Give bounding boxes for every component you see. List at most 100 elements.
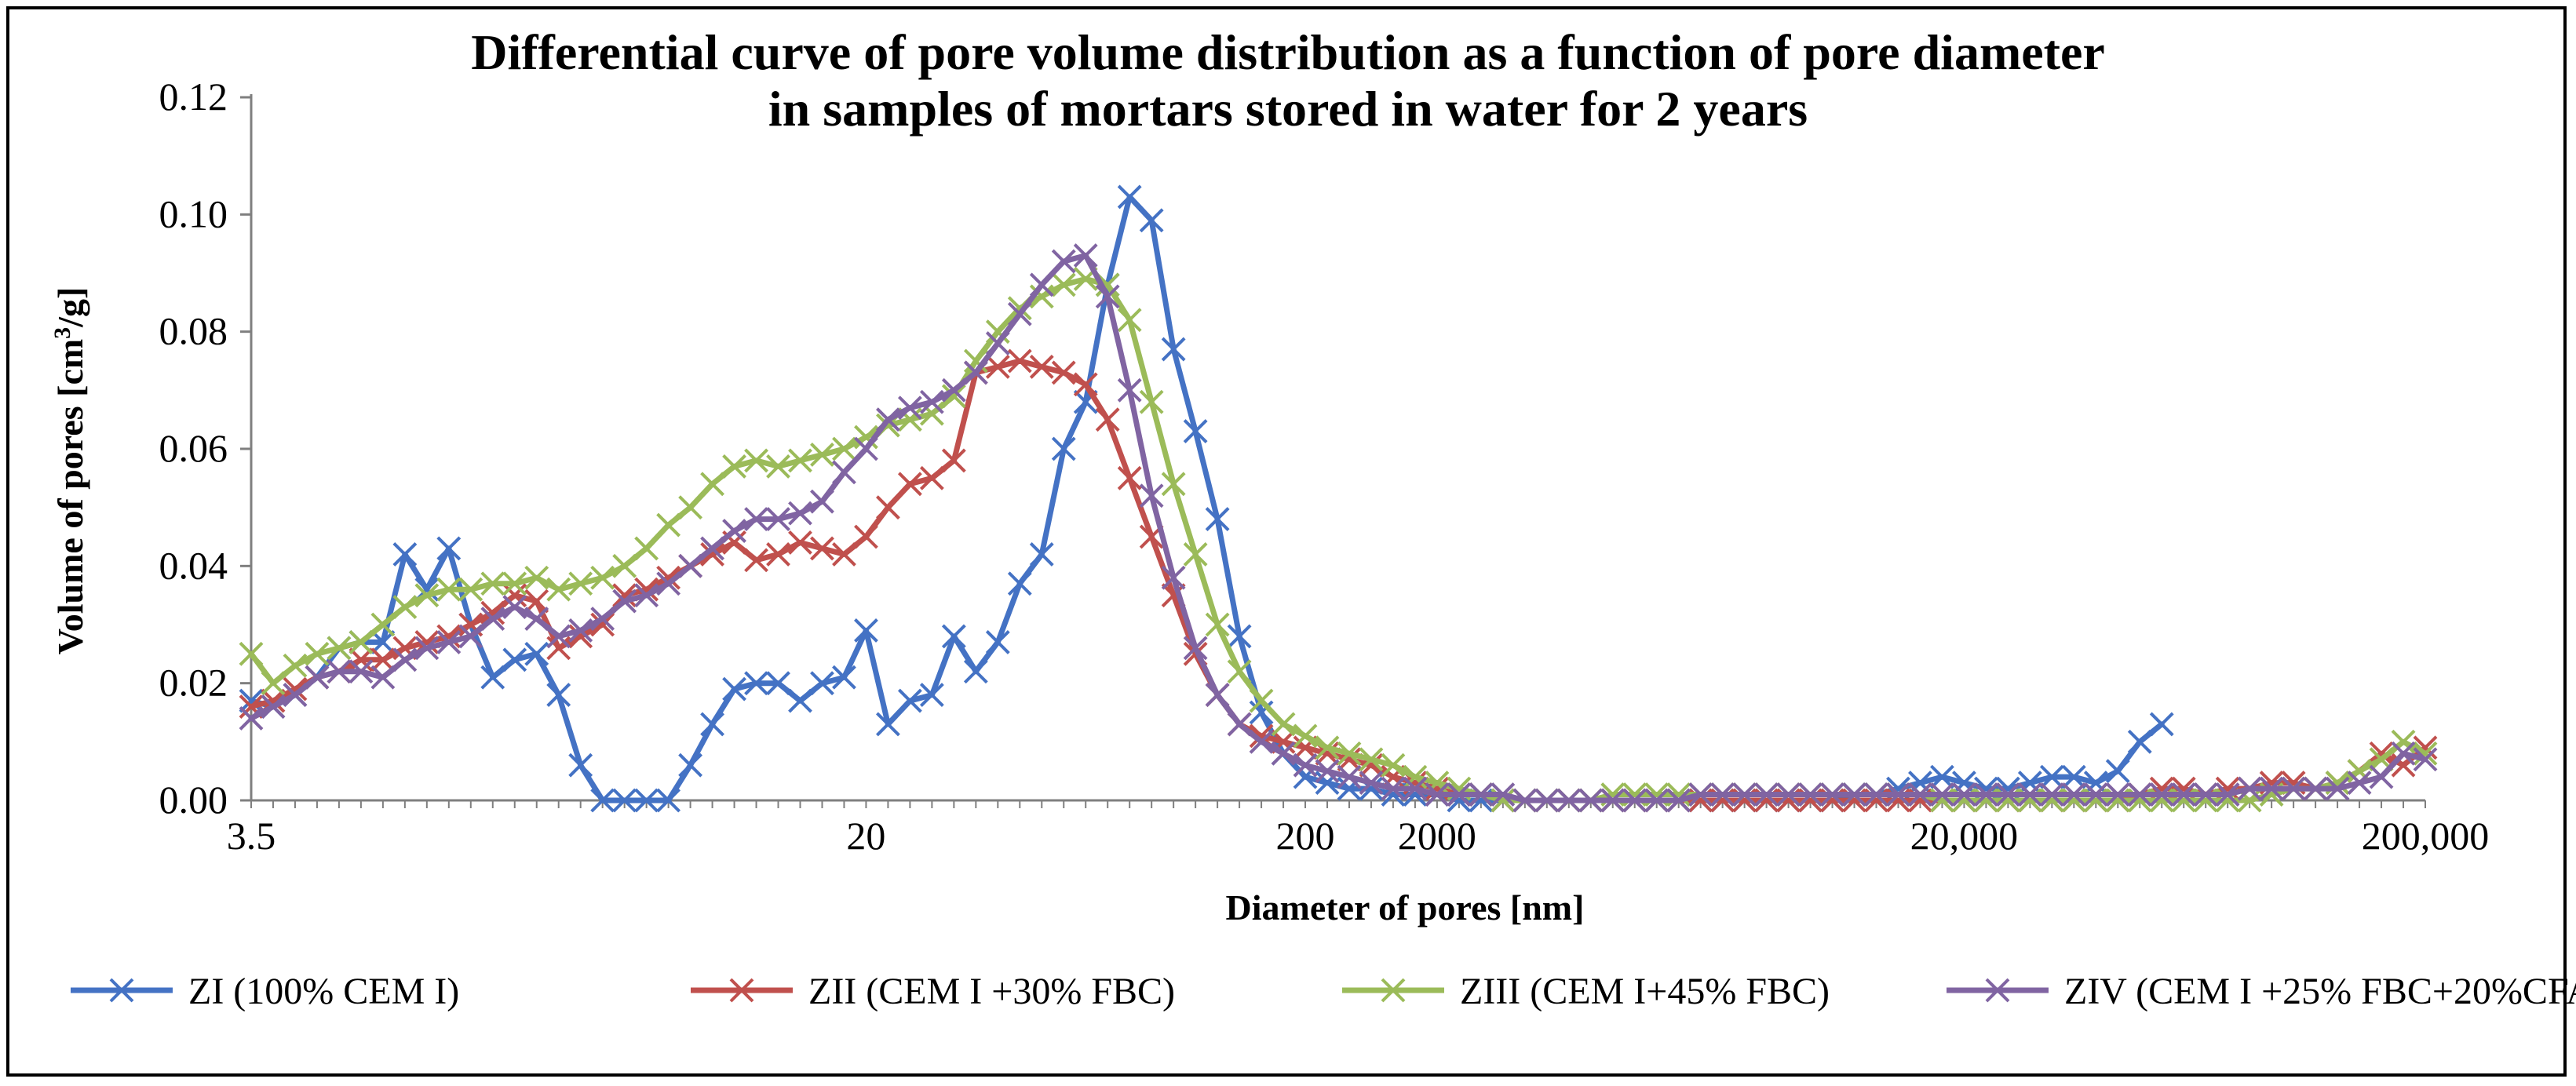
data-point: [392, 541, 418, 567]
data-point: [1908, 771, 1932, 796]
data-point: [2237, 776, 2262, 801]
legend-item-3: ZIII (CEM I+45% FBC): [1342, 971, 1830, 1012]
data-point: [1447, 782, 1472, 807]
data-point: [590, 565, 615, 590]
data-point: [1995, 782, 2020, 807]
data-point: [1534, 788, 1560, 813]
data-point: [897, 395, 922, 421]
data-point: [985, 629, 1010, 654]
data-point: [744, 548, 768, 573]
data-point: [1842, 782, 1866, 807]
data-point: [766, 671, 790, 696]
series-line: [248, 276, 2428, 804]
data-point: [1864, 782, 1888, 807]
data-point: [1403, 764, 1428, 789]
data-point: [546, 624, 571, 649]
data-point: [2391, 741, 2416, 766]
data-point: [1403, 776, 1428, 801]
data-point: [1095, 407, 1120, 432]
data-point: [788, 688, 812, 713]
data-point: [678, 753, 703, 778]
data-point: [941, 624, 966, 649]
data-point: [766, 541, 790, 567]
data-point: [283, 683, 308, 708]
legend-swatch-marker: [1985, 978, 2010, 1003]
data-point: [414, 583, 440, 608]
data-point: [897, 688, 922, 713]
data-point: [590, 788, 615, 813]
data-point: [1732, 782, 1757, 807]
data-point: [1029, 355, 1054, 379]
data-point: [941, 448, 966, 473]
data-point: [2259, 776, 2284, 801]
data-point: [1798, 782, 1823, 807]
data-point: [875, 495, 900, 520]
data-point: [1205, 683, 1230, 708]
data-point: [2061, 782, 2086, 807]
data-point: [1249, 688, 1274, 713]
data-point: [700, 541, 724, 567]
data-point: [1029, 272, 1054, 297]
data-point: [239, 688, 264, 713]
data-point: [1007, 301, 1032, 326]
data-point: [897, 472, 922, 497]
data-point: [1491, 782, 1516, 807]
data-point: [810, 443, 834, 467]
data-point: [832, 541, 856, 567]
data-point: [1315, 759, 1340, 784]
data-point: [392, 647, 418, 672]
data-point: [810, 671, 834, 696]
data-point: [1688, 782, 1713, 807]
data-point: [1381, 753, 1406, 778]
legend-label: ZII (CEM I +30% FBC): [808, 971, 1175, 1012]
data-point: [2061, 764, 2086, 789]
data-point: [1425, 782, 1450, 807]
y-axis-label: Volume of pores [cm3/g]: [49, 287, 91, 655]
data-point: [2193, 782, 2218, 807]
data-point: [1161, 337, 1186, 362]
data-point: [766, 454, 790, 479]
data-point: [832, 460, 856, 485]
data-point: [1205, 612, 1230, 637]
data-point: [2017, 782, 2042, 807]
data-point: [327, 659, 352, 684]
data-point: [1095, 284, 1120, 309]
data-point: [1337, 764, 1362, 789]
data-point: [634, 583, 659, 608]
data-point: [480, 607, 505, 631]
data-point: [2149, 712, 2174, 737]
y-tick-label: 0.12: [159, 75, 228, 118]
data-point: [392, 595, 418, 620]
data-point: [963, 659, 988, 684]
data-point: [788, 448, 812, 473]
data-point: [963, 348, 988, 374]
data-point: [875, 712, 900, 737]
data-point: [261, 671, 286, 696]
data-point: [1381, 776, 1406, 801]
data-point: [678, 553, 703, 578]
data-point: [348, 629, 374, 654]
data-point: [810, 536, 834, 561]
data-point: [1644, 788, 1669, 813]
data-point: [2105, 782, 2130, 807]
series-line: [248, 253, 2428, 804]
data-point: [1051, 272, 1076, 297]
x-tick-label: 20,000: [1910, 814, 2019, 858]
data-point: [524, 565, 549, 590]
data-point: [1315, 735, 1340, 760]
data-point: [1161, 565, 1186, 590]
data-point: [1293, 753, 1318, 778]
data-point: [1776, 782, 1801, 807]
data-point: [327, 636, 352, 661]
data-point: [1183, 541, 1208, 567]
data-point: [436, 629, 462, 654]
data-point: [678, 495, 703, 520]
data-point: [832, 436, 856, 461]
data-point: [612, 553, 637, 578]
data-point: [414, 636, 440, 661]
x-tick-label: 200: [1276, 814, 1335, 858]
data-point: [1952, 782, 1976, 807]
data-point: [2171, 782, 2196, 807]
data-point: [568, 753, 593, 778]
legend-item-1: ZI (100% CEM I): [71, 971, 459, 1012]
